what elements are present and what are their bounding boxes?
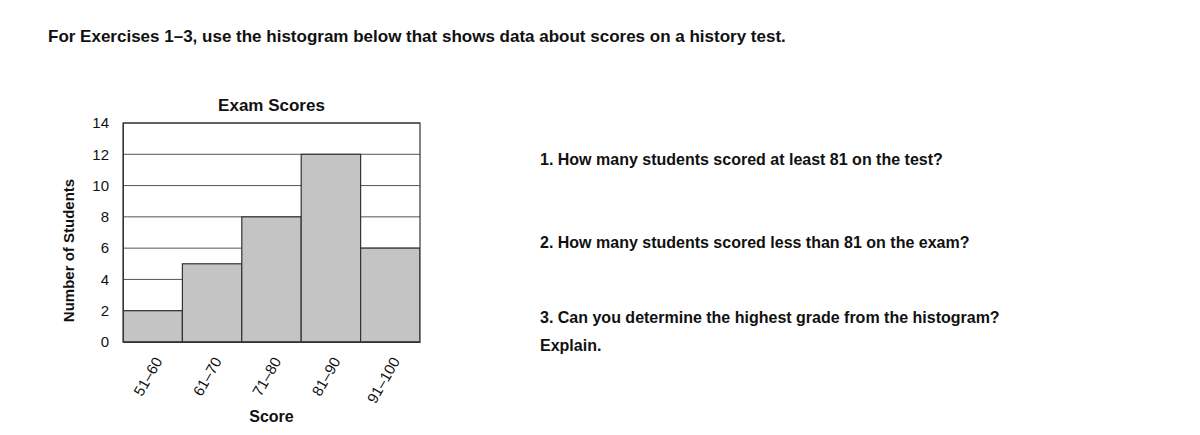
- y-tick: 0: [101, 333, 123, 350]
- plot-frame: [123, 123, 420, 342]
- plot-area: [123, 123, 420, 342]
- x-tick: 51–60: [130, 342, 166, 399]
- page: For Exercises 1–3, use the histogram bel…: [0, 0, 1200, 435]
- x-axis-line: [124, 342, 421, 343]
- grid-line: [123, 154, 420, 155]
- x-tick-label: 51–60: [130, 354, 166, 399]
- y-tick: 2: [101, 302, 123, 319]
- y-tick: 4: [101, 271, 123, 288]
- y-tick: 10: [92, 177, 123, 194]
- heading: For Exercises 1–3, use the histogram bel…: [48, 27, 786, 46]
- chart-title: Exam Scores: [218, 96, 325, 115]
- y-axis-line: [123, 124, 124, 343]
- bar: [242, 217, 301, 342]
- y-tick: 14: [92, 114, 123, 131]
- y-tick: 8: [101, 208, 123, 225]
- y-tick-label: 4: [101, 271, 109, 288]
- y-tick-label: 14: [92, 114, 109, 131]
- x-tick: 81–90: [308, 342, 344, 399]
- bar: [182, 264, 241, 342]
- y-tick: 12: [92, 146, 123, 163]
- y-tick-label: 2: [101, 302, 109, 319]
- question: 2. How many students scored less than 81…: [540, 234, 969, 251]
- question: 1. How many students scored at least 81 …: [540, 151, 943, 168]
- x-tick-label: 81–90: [308, 354, 344, 399]
- x-axis: 51–60 61–70 71–80 81–90 91–100: [124, 342, 421, 406]
- x-tick: 71–80: [249, 342, 285, 399]
- y-axis: 0 2 4 6 8 10 12 14: [92, 114, 123, 350]
- x-tick-label: 61–70: [189, 354, 225, 399]
- x-tick: 61–70: [189, 342, 225, 399]
- y-tick-label: 12: [92, 146, 109, 163]
- y-tick-label: 6: [101, 239, 109, 256]
- y-axis-label: Number of Students: [60, 179, 77, 322]
- x-tick-label: 71–80: [249, 354, 285, 399]
- grid-line: [123, 185, 420, 186]
- y-tick-label: 8: [101, 208, 109, 225]
- bar: [361, 248, 420, 342]
- bar: [123, 311, 182, 342]
- question: 3. Can you determine the highest grade f…: [540, 309, 1000, 326]
- y-tick-label: 0: [101, 333, 109, 350]
- bars: [123, 154, 420, 342]
- x-tick: 91–100: [363, 342, 403, 406]
- grid: [123, 123, 420, 342]
- y-tick: 6: [101, 239, 123, 256]
- question: Explain.: [540, 337, 601, 354]
- y-tick-label: 10: [92, 177, 109, 194]
- bar: [301, 154, 360, 342]
- x-tick-label: 91–100: [363, 354, 403, 406]
- x-axis-label: Score: [249, 408, 294, 425]
